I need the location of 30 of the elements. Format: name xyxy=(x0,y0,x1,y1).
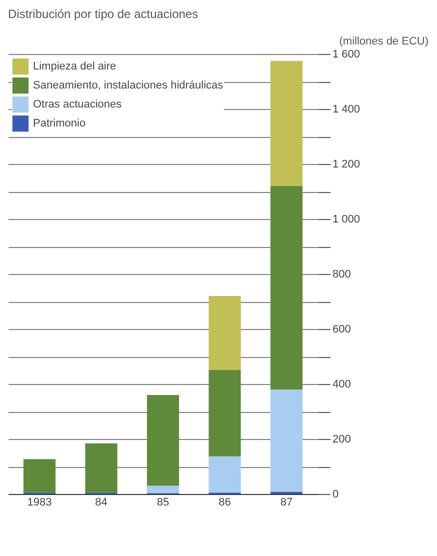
bar xyxy=(208,370,241,456)
bar xyxy=(208,296,241,370)
bar xyxy=(146,486,180,494)
y-tick-label: 200 xyxy=(332,434,351,446)
x-tick-label: 86 xyxy=(218,496,231,508)
y-tick-label: 1 000 xyxy=(332,214,360,226)
legend-label: Otras actuaciones xyxy=(33,98,122,110)
y-tick-label: 400 xyxy=(332,378,351,390)
bar xyxy=(270,186,303,390)
bar xyxy=(270,60,303,186)
chart-title: Distribución por tipo de actuaciones xyxy=(8,7,198,21)
bar xyxy=(208,456,241,493)
bar xyxy=(85,443,118,493)
x-tick-label: 85 xyxy=(156,496,170,508)
x-tick-label: 87 xyxy=(280,496,293,508)
y-tick-label: 600 xyxy=(332,324,351,336)
y-tick-label: 1 600 xyxy=(332,48,360,60)
legend-label: Patrimonio xyxy=(33,118,86,130)
bar xyxy=(146,395,180,486)
y-axis-title: (millones de ECU) xyxy=(339,36,428,48)
x-tick-label: 1983 xyxy=(27,496,52,508)
y-tick-label: 1 400 xyxy=(332,104,360,116)
x-tick-label: 84 xyxy=(95,496,108,508)
y-tick-label: 800 xyxy=(332,268,351,280)
bar xyxy=(270,390,303,492)
y-tick-label: 1 200 xyxy=(332,158,360,170)
bar xyxy=(23,459,56,493)
legend-label: Saneamiento, instalaciones hidráulicas xyxy=(33,80,224,92)
y-tick-label: 0 xyxy=(332,488,339,500)
legend-label: Limpieza del aire xyxy=(33,60,116,72)
